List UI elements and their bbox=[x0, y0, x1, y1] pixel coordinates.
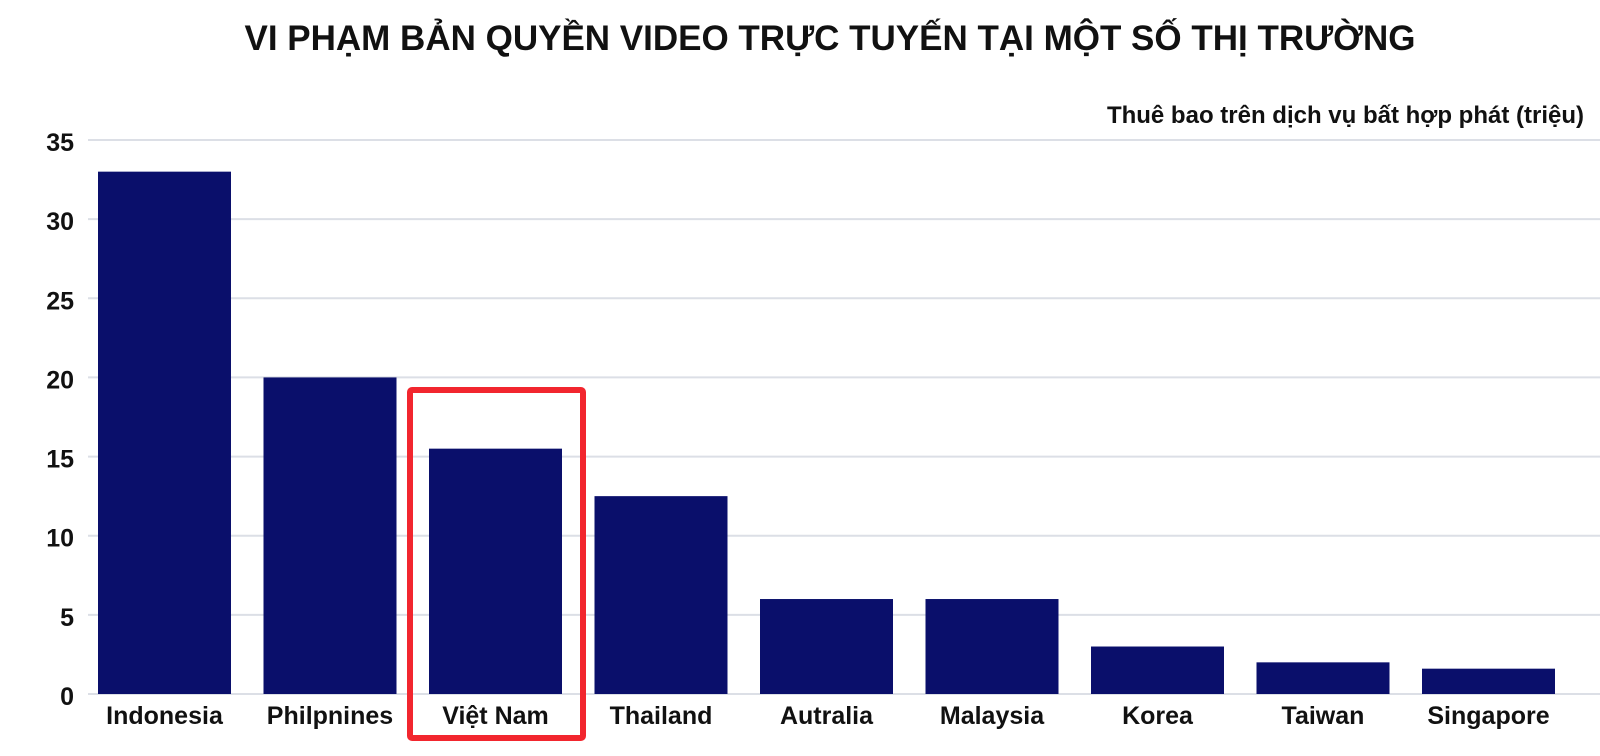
x-tick-label: Việt Nam bbox=[442, 702, 549, 730]
bar bbox=[760, 599, 893, 694]
highlight-layer bbox=[407, 387, 586, 741]
highlight-box bbox=[407, 387, 586, 741]
bar bbox=[1422, 668, 1555, 694]
y-tick-label: 20 bbox=[46, 366, 74, 394]
bar bbox=[1256, 662, 1390, 694]
x-tick-label: Taiwan bbox=[1282, 702, 1365, 730]
x-tick-label: Korea bbox=[1122, 702, 1194, 730]
y-tick-label: 5 bbox=[60, 604, 74, 632]
y-tick-label: 0 bbox=[60, 683, 74, 711]
category-labels: Indonesia Philpnines Việt Nam Thailand Autra… bbox=[106, 702, 1550, 730]
bar bbox=[429, 448, 562, 694]
x-tick-label: Autralia bbox=[780, 702, 874, 730]
y-tick-label: 25 bbox=[46, 287, 74, 315]
y-axis-ticks: 0 5 10 15 20 25 30 35 bbox=[46, 129, 74, 711]
y-tick-label: 15 bbox=[46, 446, 74, 474]
x-tick-label: Thailand bbox=[610, 702, 713, 730]
y-tick-label: 10 bbox=[46, 525, 74, 553]
y-tick-label: 30 bbox=[46, 208, 74, 236]
chart-title: VI PHẠM BẢN QUYỀN VIDEO TRỰC TUYẾN TẠI M… bbox=[244, 18, 1415, 58]
bar bbox=[594, 496, 728, 694]
x-tick-label: Philpnines bbox=[267, 702, 393, 730]
x-tick-label: Indonesia bbox=[106, 702, 224, 730]
x-tick-label: Singapore bbox=[1427, 702, 1549, 730]
y-tick-label: 35 bbox=[46, 129, 74, 157]
bar bbox=[98, 171, 231, 694]
unit-label: Thuê bao trên dịch vụ bất hợp phát (triệ… bbox=[1107, 102, 1584, 129]
bar bbox=[925, 599, 1059, 694]
bars bbox=[98, 171, 1555, 694]
bar bbox=[1091, 646, 1224, 694]
bar bbox=[263, 377, 397, 694]
x-tick-label: Malaysia bbox=[940, 702, 1045, 730]
